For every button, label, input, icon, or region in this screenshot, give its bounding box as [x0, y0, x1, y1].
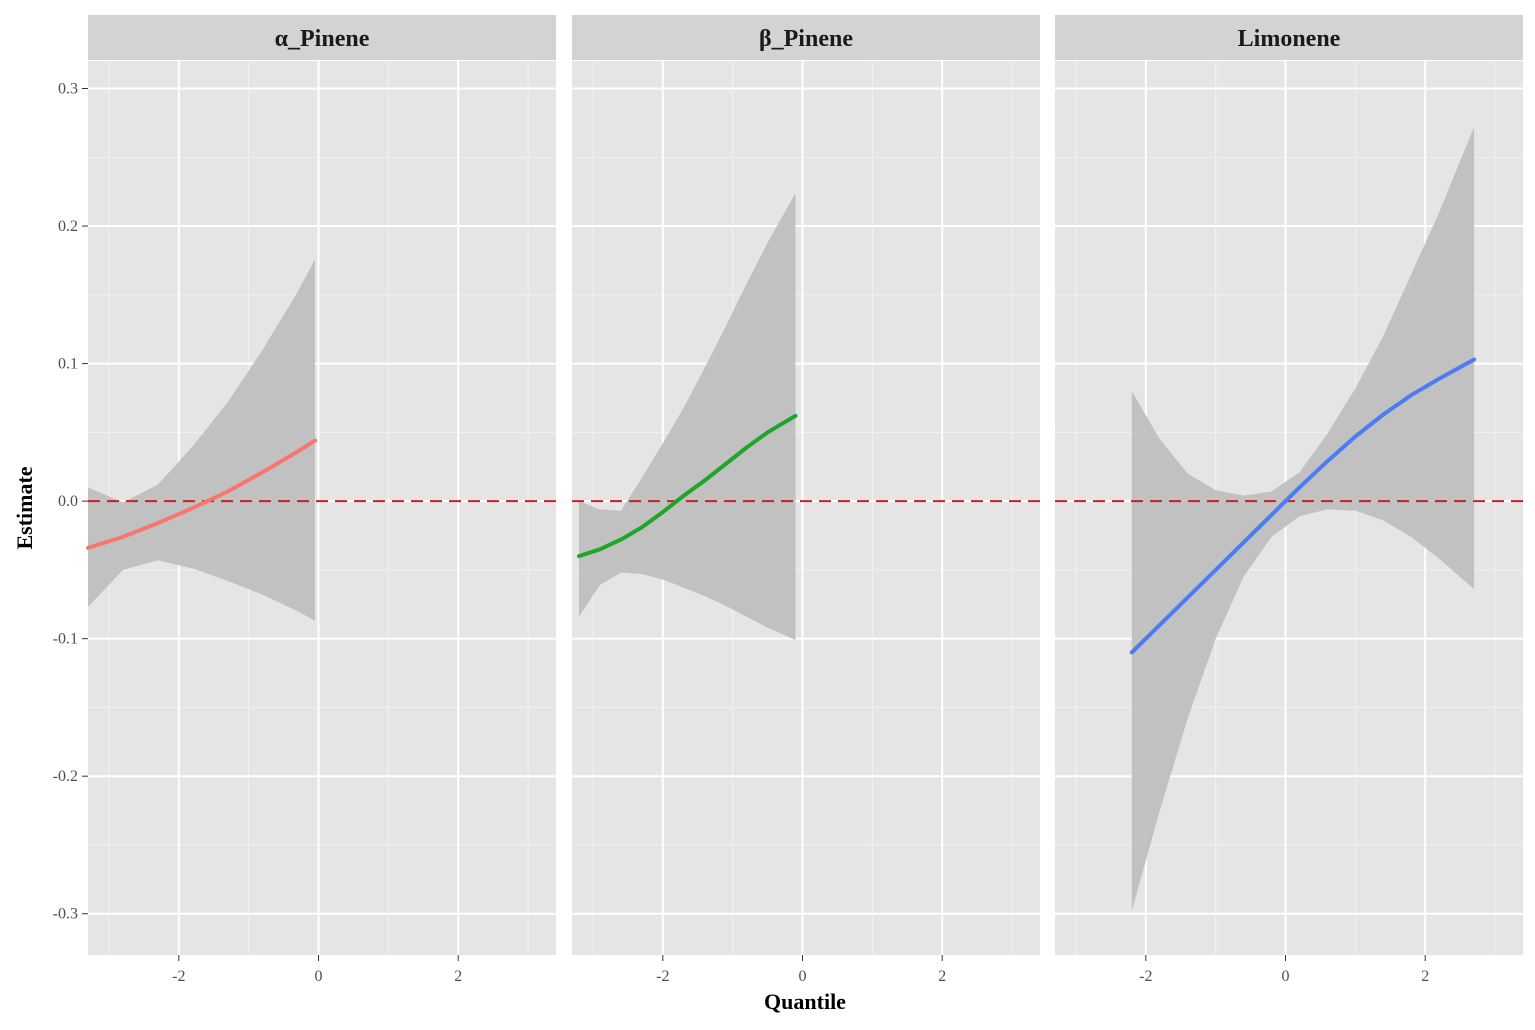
x-tick-label: -2: [656, 968, 669, 985]
panel-0: α_Pinene -2 0 2: [86, 15, 556, 985]
panel-2: Limonene -2 0 2: [1055, 15, 1523, 985]
y-tick-label: 0.2: [58, 218, 78, 235]
y-tick-label: -0.3: [53, 906, 78, 923]
series-line: [1129, 357, 1477, 655]
x-axis-title: Quantile: [764, 989, 846, 1014]
strip-background: [572, 15, 1040, 60]
y-axis-title: Estimate: [12, 466, 37, 549]
panel-1: β_Pinene -2 0 2: [572, 15, 1040, 985]
confidence-ribbon: [579, 193, 796, 640]
series-line: [86, 438, 317, 550]
x-tick-label: 0: [315, 968, 323, 985]
confidence-ribbon: [1131, 127, 1475, 911]
y-tick-label: 0.0: [58, 493, 78, 510]
panel-title: β_Pinene: [759, 26, 853, 52]
panel-title: α_Pinene: [275, 26, 370, 52]
x-tick-label: -2: [1139, 968, 1152, 985]
strip-background: [1055, 15, 1523, 60]
x-tick-label: 2: [1421, 968, 1429, 985]
x-tick-label: 2: [938, 968, 946, 985]
x-tick-label: 0: [799, 968, 807, 985]
y-tick-label: -0.2: [53, 768, 78, 785]
x-tick-label: 2: [454, 968, 462, 985]
panel-title: Limonene: [1238, 26, 1341, 52]
series-line: [577, 413, 798, 559]
strip-background: [88, 15, 556, 60]
x-tick-label: -2: [172, 968, 185, 985]
x-tick-label: 0: [1282, 968, 1290, 985]
y-tick-label: 0.1: [58, 356, 78, 373]
y-tick-label: -0.1: [53, 631, 78, 648]
y-tick-label: 0.3: [58, 81, 78, 98]
